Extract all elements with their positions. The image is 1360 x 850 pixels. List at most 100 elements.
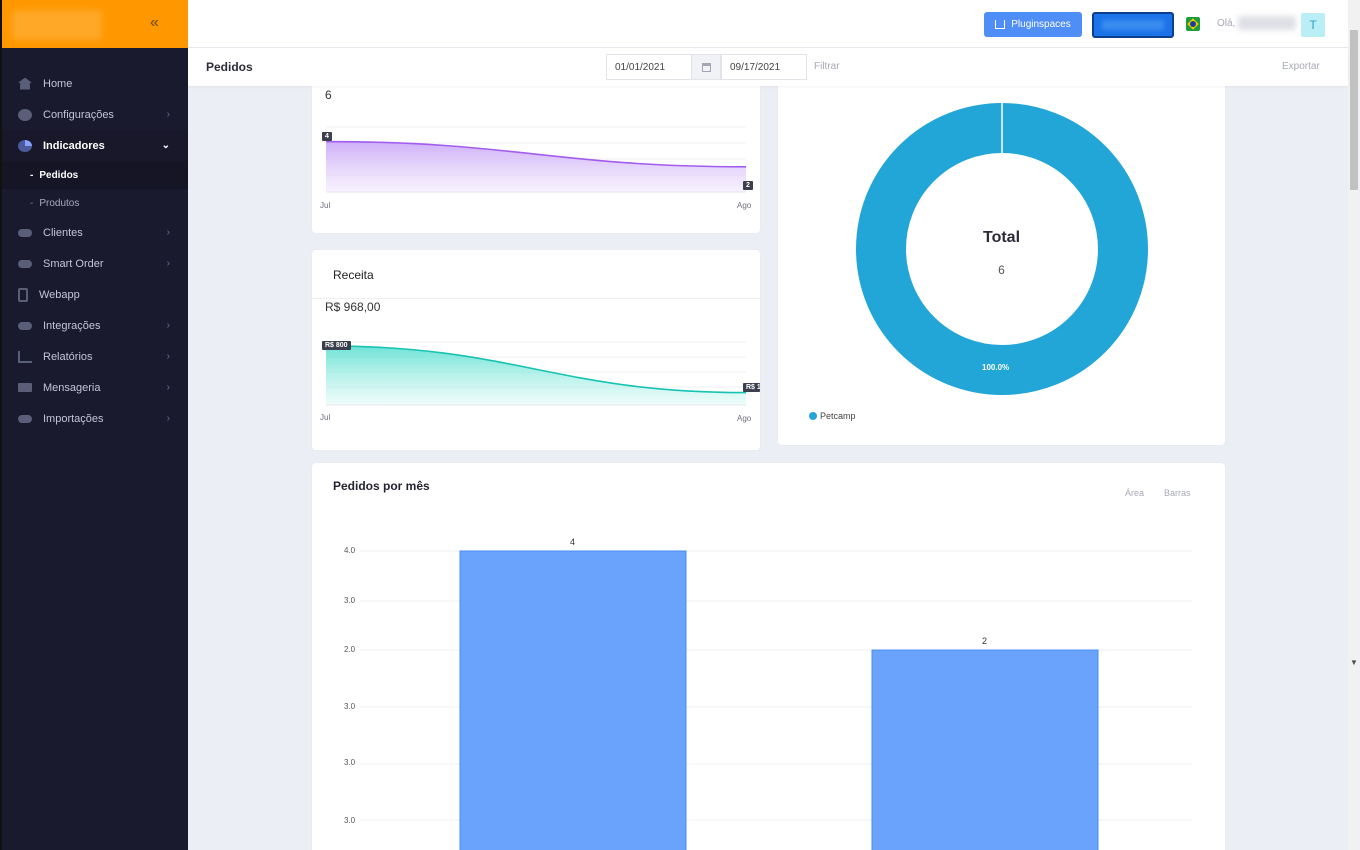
y-tick-label: 3.0 (344, 816, 356, 825)
toggle-icon (18, 259, 32, 268)
revenue-area-card: Receita R$ 968,00 R$ 800 R$ 1 Jul Ago (312, 250, 760, 450)
sidebar-subitem-pedidos[interactable]: - Pedidos (2, 161, 188, 189)
sidebar-item-importacoes[interactable]: Importações › (2, 403, 188, 434)
brand-logo (12, 10, 102, 40)
bar-chart-icon (18, 350, 32, 363)
toggle-icon (18, 321, 32, 330)
home-icon (18, 77, 32, 90)
scrollbar-thumb[interactable] (1350, 30, 1358, 190)
y-tick-label: 3.0 (344, 758, 356, 767)
phone-icon (18, 287, 28, 302)
sidebar-nav: Home Configurações › Indicadores ⌄ - Ped… (2, 68, 188, 434)
orders-area-chart (325, 126, 747, 193)
filter-button[interactable]: Filtrar (814, 61, 840, 72)
x-tick-label: Jul (320, 413, 331, 422)
brand-header: « (2, 0, 188, 48)
donut-chart (856, 103, 1148, 395)
y-tick-label: 2.0 (344, 645, 356, 654)
sidebar-item-smart-order[interactable]: Smart Order › (2, 248, 188, 279)
y-tick-label: 3.0 (344, 596, 356, 605)
donut-chart-card: Total 6 100.0% Petcamp (778, 72, 1225, 445)
chevron-down-icon: ⌄ (161, 140, 170, 151)
legend-label: Petcamp (820, 411, 856, 421)
sidebar-item-label: Indicadores (43, 139, 105, 152)
calendar-button[interactable] (691, 54, 721, 80)
chevron-right-icon: › (166, 109, 170, 120)
page-title: Pedidos (206, 60, 253, 74)
chevron-right-icon: › (166, 320, 170, 331)
sidebar-item-relatorios[interactable]: Relatórios › (2, 341, 188, 372)
sidebar-item-label: Webapp (39, 288, 80, 301)
sidebar-item-mensageria[interactable]: Mensageria › (2, 372, 188, 403)
sidebar-item-webapp[interactable]: Webapp (2, 279, 188, 310)
date-from-input[interactable]: 01/01/2021 (606, 54, 692, 80)
monthly-orders-card: Pedidos por mês Área Barras 4.0 3.0 2.0 … (312, 463, 1225, 850)
page-scrollbar[interactable]: ▼ (1348, 0, 1360, 850)
data-label: 2 (743, 181, 753, 190)
pluginspaces-label: Pluginspaces (1011, 19, 1071, 30)
chevron-right-icon: › (166, 382, 170, 393)
data-label: R$ 800 (322, 341, 351, 350)
sidebar-item-label: Integrações (43, 319, 101, 332)
sidebar-item-configuracoes[interactable]: Configurações › (2, 99, 188, 130)
revenue-series-line (325, 345, 747, 394)
donut-slice-petcamp (856, 103, 1148, 395)
bar-value-label: 2 (982, 636, 988, 646)
orders-total-value: 6 (325, 88, 332, 102)
revenue-area-fill (326, 345, 746, 405)
date-to-input[interactable]: 09/17/2021 (721, 54, 807, 80)
data-label: R$ 1 (743, 383, 760, 392)
account-button[interactable] (1092, 12, 1174, 38)
sidebar-subitem-label: Pedidos (39, 169, 79, 181)
brazil-flag-icon[interactable] (1186, 17, 1200, 31)
pluginspaces-button[interactable]: Pluginspaces (984, 12, 1082, 37)
data-label: 4 (322, 132, 332, 141)
sidebar-item-label: Configurações (43, 108, 114, 121)
bars-toggle-button[interactable]: Barras (1164, 488, 1191, 498)
sidebar: « Home Configurações › Indicadores ⌄ - P… (0, 0, 188, 850)
sidebar-item-label: Smart Order (43, 257, 104, 270)
sidebar-item-label: Importações (43, 412, 104, 425)
sidebar-subitem-label: Produtos (39, 197, 80, 209)
mail-icon (18, 383, 32, 392)
revenue-total-value: R$ 968,00 (325, 300, 381, 314)
bar-ago (871, 649, 1099, 850)
orders-area-card: 6 4 2 Jul Ago (312, 72, 760, 233)
subheader: Pedidos 01/01/2021 09/17/2021 Filtrar Ex… (188, 48, 1348, 86)
sidebar-item-indicadores[interactable]: Indicadores ⌄ (2, 130, 188, 161)
x-tick-label: Ago (737, 201, 752, 210)
x-tick-label: Ago (737, 414, 752, 423)
legend-dot-icon (809, 412, 817, 420)
y-tick-label: 3.0 (344, 702, 356, 711)
orders-area-fill (326, 141, 746, 192)
bar-value-label: 4 (570, 537, 576, 547)
area-toggle-button[interactable]: Área (1125, 488, 1145, 498)
sidebar-item-label: Relatórios (43, 350, 93, 363)
collapse-sidebar-icon[interactable]: « (150, 14, 159, 31)
home-icon (995, 20, 1006, 29)
calendar-icon (701, 62, 711, 72)
chevron-right-icon: › (166, 413, 170, 424)
donut-center-value: 6 (998, 263, 1005, 277)
x-tick-label: Jul (320, 201, 331, 210)
export-button[interactable]: Exportar (1282, 61, 1320, 72)
chevron-right-icon: › (166, 258, 170, 269)
orders-series-line (325, 140, 747, 168)
sidebar-item-label: Mensageria (43, 381, 101, 394)
pie-chart-icon (18, 139, 32, 152)
sidebar-subitem-produtos[interactable]: - Produtos (30, 197, 80, 209)
revenue-title: Receita (333, 268, 374, 282)
legend-item-petcamp[interactable]: Petcamp (809, 411, 856, 421)
slice-percent-label: 100.0% (982, 363, 1010, 372)
scroll-down-arrow-icon[interactable]: ▼ (1350, 658, 1358, 667)
greeting-text: Olá, (1217, 18, 1236, 29)
gear-icon (18, 108, 32, 121)
sidebar-item-integracoes[interactable]: Integrações › (2, 310, 188, 341)
chevron-right-icon: › (166, 351, 170, 362)
sidebar-item-label: Clientes (43, 226, 83, 239)
sidebar-item-home[interactable]: Home (2, 68, 188, 99)
avatar[interactable]: T (1301, 13, 1325, 37)
sidebar-item-clientes[interactable]: Clientes › (2, 217, 188, 248)
top-header: Pluginspaces Olá, T (188, 0, 1348, 48)
sidebar-item-label: Home (43, 77, 73, 90)
